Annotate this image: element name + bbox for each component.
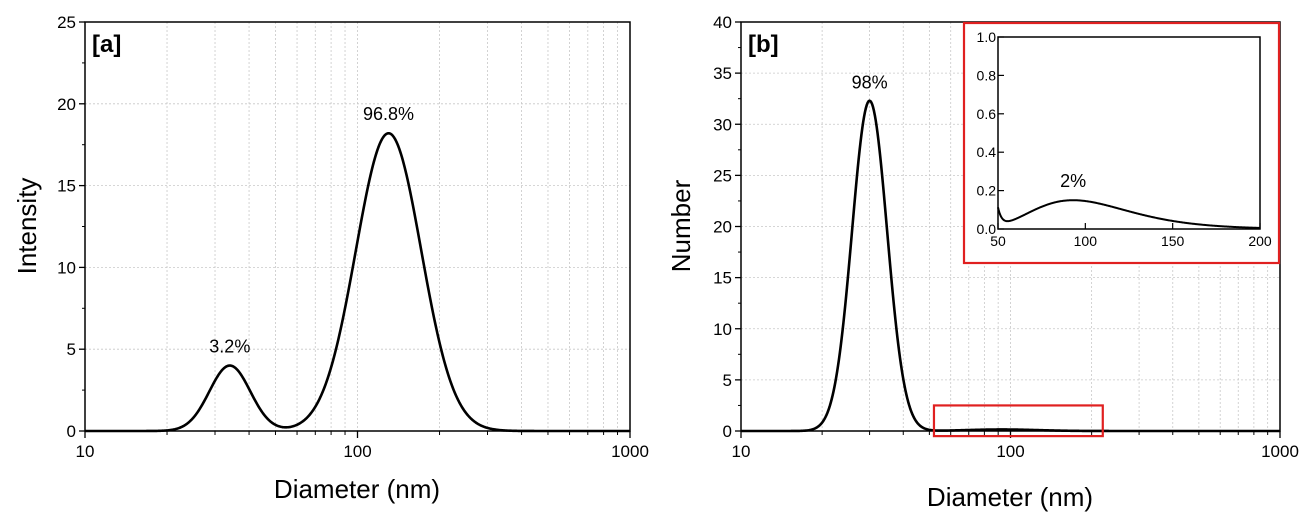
inset-y-tick-label: 0.4 [977,144,997,160]
annotation-inset-peak: 2% [1060,171,1086,191]
annotation-peak-1-b: 98% [852,72,888,92]
panel-label-b: [b] [748,31,779,58]
y-tick-label: 0 [723,422,732,441]
annotation-peak-1-a: 3.2% [209,336,250,356]
y-tick-label: 5 [67,340,76,359]
inset-x-tick-label: 200 [1248,233,1272,249]
inset-y-tick-label: 0.0 [977,221,997,237]
y-ticks-a: 0 5 10 15 20 25 [57,13,85,441]
x-tick-label: 100 [996,442,1024,461]
y-ticks-b: 0 5 10 15 20 25 30 35 40 [713,13,741,441]
x-tick-label: 100 [343,442,371,461]
y-tick-label: 15 [713,269,732,288]
y-tick-label: 10 [57,258,76,277]
y-tick-label: 5 [723,371,732,390]
y-tick-label: 20 [713,218,732,237]
x-axis-label-b: Diameter (nm) [927,482,1093,512]
y-tick-label: 35 [713,64,732,83]
inset-x-tick-label: 100 [1074,233,1098,249]
x-ticks-a: 10 100 1000 [76,431,649,461]
y-tick-label: 0 [67,422,76,441]
x-tick-label: 10 [732,442,751,461]
inset-x-tick-label: 150 [1161,233,1185,249]
annotation-peak-2-a: 96.8% [363,104,414,124]
inset-y-tick-label: 1.0 [977,29,997,45]
inset-x-tick-label: 50 [990,233,1006,249]
x-tick-label: 10 [76,442,95,461]
y-tick-label: 10 [713,320,732,339]
x-tick-label: 1000 [611,442,649,461]
y-tick-label: 30 [713,115,732,134]
inset-y-tick-label: 0.8 [977,67,997,83]
y-tick-label: 25 [713,166,732,185]
inset-outline-box [962,21,1281,265]
inset-y-tick-label: 0.2 [977,183,997,199]
inset-y-tick-label: 0.6 [977,106,997,122]
y-tick-label: 25 [57,13,76,32]
chart-panel-a: 0 5 10 15 20 25 10 100 1000 [a] 3.2% 96.8% Diam… [12,13,649,504]
inset-chart: 0.0 0.2 0.4 0.6 0.8 1.0 50 100 150 200 2% [962,21,1281,265]
y-tick-label: 20 [57,95,76,114]
plot-frame-a [84,21,631,432]
x-tick-label: 1000 [1261,442,1299,461]
y-axis-label-b: Number [666,179,696,272]
inset-distribution-line [997,199,1261,229]
plot-frame-inset [997,36,1261,230]
zoom-region-box [932,404,1104,438]
x-axis-label-a: Diameter (nm) [274,474,440,504]
y-tick-label: 15 [57,177,76,196]
y-tick-label: 40 [713,13,732,32]
panel-label-a: [a] [92,31,121,58]
y-axis-label-a: Intensity [12,178,42,275]
chart-panel-b: 0 5 10 15 20 25 30 35 40 10 100 1000 [b] 98% Diame… [666,13,1299,512]
x-ticks-b: 10 100 1000 [732,431,1299,461]
grid-a [85,22,630,431]
